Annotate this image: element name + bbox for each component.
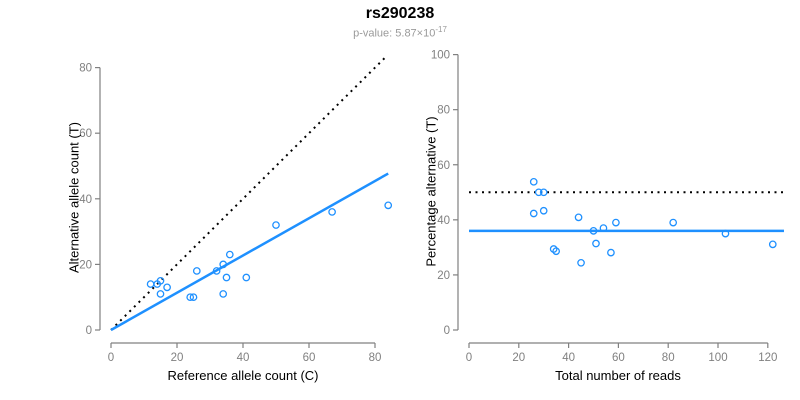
data-point	[384, 201, 393, 210]
y-tick-label: 60	[437, 160, 450, 172]
plot-title: rs290238	[365, 5, 435, 22]
data-point	[156, 276, 165, 285]
x-tick-label: 80	[369, 352, 382, 364]
x-tick-label: 60	[303, 352, 316, 364]
x-tick-label: 20	[171, 352, 184, 364]
y-tick-label: 60	[79, 128, 92, 140]
x-tick-label: 0	[108, 352, 114, 364]
data-point	[552, 247, 561, 256]
data-point	[189, 293, 198, 302]
data-point	[669, 218, 678, 227]
y-tick-label: 100	[431, 50, 450, 62]
data-point	[529, 177, 538, 186]
y-tick-label: 0	[86, 325, 92, 337]
y-tick-label: 0	[444, 325, 450, 337]
data-point	[146, 280, 155, 288]
fit-line	[110, 172, 389, 332]
x-tick-label: 20	[512, 352, 525, 364]
x-axis-title-left: Reference allele count (C)	[167, 368, 319, 383]
data-point	[589, 227, 598, 235]
data-point	[721, 229, 730, 238]
plot-subtitle: p-value: 5.87×10-17	[0, 25, 800, 40]
x-tick-label: 120	[758, 352, 777, 364]
data-point	[607, 248, 615, 257]
data-point	[242, 273, 251, 282]
y-axis-title-right: Percentage alternative (T)	[423, 116, 439, 267]
data-point	[219, 260, 228, 269]
data-point	[534, 188, 543, 197]
data-point	[186, 293, 195, 302]
y-tick-label: 80	[79, 63, 92, 75]
y-tick-label: 40	[79, 194, 92, 206]
data-point	[599, 224, 608, 232]
data-point	[212, 267, 221, 275]
y-axis-title-left: Alternative allele count (T)	[66, 122, 82, 274]
data-point	[577, 258, 585, 267]
x-tick-label: 40	[562, 352, 575, 364]
data-point	[539, 206, 548, 215]
x-tick-label: 80	[662, 352, 675, 364]
data-point	[539, 188, 548, 197]
data-point	[592, 239, 600, 248]
plot-right: 0 20 40 60 80 100 120 0 20 40 60 80 100	[431, 50, 784, 364]
x-tick-label: 40	[237, 352, 250, 364]
data-point	[163, 283, 171, 292]
data-point	[272, 221, 280, 229]
data-point	[225, 250, 234, 259]
data-point	[156, 290, 165, 298]
identity-line	[110, 55, 388, 331]
pvalue-exponent: -17	[435, 25, 447, 34]
x-tick-label: 60	[612, 352, 625, 364]
y-tick-label: 20	[437, 270, 450, 282]
data-point	[612, 218, 620, 227]
y-tick-label: 40	[437, 215, 450, 227]
data-point	[529, 209, 538, 218]
y-tick-label: 20	[79, 259, 92, 271]
data-point	[219, 290, 228, 298]
x-tick-label: 100	[708, 352, 727, 364]
y-tick-label: 80	[437, 105, 450, 117]
data-point	[768, 240, 777, 249]
x-axis-title-right: Total number of reads	[555, 368, 681, 383]
data-point	[328, 208, 336, 216]
data-point	[192, 267, 201, 275]
pvalue-text: p-value: 5.87×10	[353, 27, 436, 40]
data-point	[222, 273, 231, 282]
x-tick-label: 0	[466, 352, 472, 364]
data-point	[574, 213, 583, 222]
plot-left: 0 20 40 60 80 0 20 40 60 80	[79, 55, 393, 364]
